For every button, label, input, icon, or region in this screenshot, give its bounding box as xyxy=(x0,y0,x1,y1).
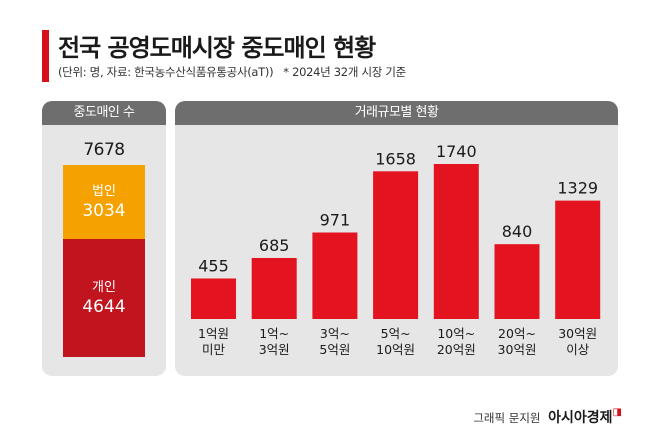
individual-segment: 개인 4644 xyxy=(63,239,145,357)
corporate-label: 법인 xyxy=(92,183,116,199)
bar-value-label: 1329 xyxy=(557,179,598,198)
category-label: 30억원 xyxy=(558,326,597,341)
bar-value-label: 971 xyxy=(320,211,351,230)
bar xyxy=(433,164,479,319)
category-label: 10억~ xyxy=(437,326,475,341)
page-title: 전국 공영도매시장 중도매인 현황 xyxy=(58,34,376,62)
total-count: 7678 xyxy=(83,140,125,160)
bar xyxy=(555,200,601,319)
brand-mark-icon: ◨ xyxy=(612,407,622,418)
category-label: 1억원 xyxy=(198,326,229,341)
individual-value: 4644 xyxy=(82,296,126,317)
category-label: 3억원 xyxy=(259,342,290,357)
category-label: 10억원 xyxy=(376,342,415,357)
bar xyxy=(494,244,540,319)
brand-logo: 아시아경제 xyxy=(548,410,613,426)
category-label: 미만 xyxy=(202,342,226,357)
category-label: 이상 xyxy=(566,342,590,357)
title-accent-bar xyxy=(42,30,49,82)
bar-value-label: 685 xyxy=(259,236,290,255)
category-label: 20억~ xyxy=(498,326,536,341)
bar xyxy=(312,232,358,319)
credit-text: 그래픽 문지원 xyxy=(473,411,541,425)
bar xyxy=(191,278,236,319)
basis-note: * 2024년 32개 시장 기준 xyxy=(283,65,406,79)
category-label: 30억원 xyxy=(498,342,537,357)
category-label: 5억~ xyxy=(381,326,411,341)
bar-value-label: 840 xyxy=(502,222,533,241)
source-note: (단위: 명, 자료: 한국농수산식품유통공사(aT)) xyxy=(58,65,274,79)
credit: 그래픽 문지원 아시아경제◨ xyxy=(473,407,622,427)
left-panel-header: 중도매인 수 xyxy=(42,101,166,125)
corporate-value: 3034 xyxy=(82,200,126,221)
subtitle: (단위: 명, 자료: 한국농수산식품유통공사(aT)) * 2024년 32개 … xyxy=(58,64,406,80)
category-label: 1억~ xyxy=(259,326,289,341)
category-label: 5억원 xyxy=(319,342,350,357)
bar xyxy=(373,171,419,319)
category-label: 3억~ xyxy=(320,326,350,341)
right-panel-header: 거래규모별 현황 xyxy=(175,101,618,125)
corporate-segment: 법인 3034 xyxy=(63,165,145,239)
bar-value-label: 1658 xyxy=(375,149,416,168)
bar xyxy=(251,257,297,319)
bar-value-label: 455 xyxy=(198,256,229,275)
bar-value-label: 1740 xyxy=(436,142,477,161)
individual-label: 개인 xyxy=(92,279,116,295)
category-label: 20억원 xyxy=(437,342,476,357)
